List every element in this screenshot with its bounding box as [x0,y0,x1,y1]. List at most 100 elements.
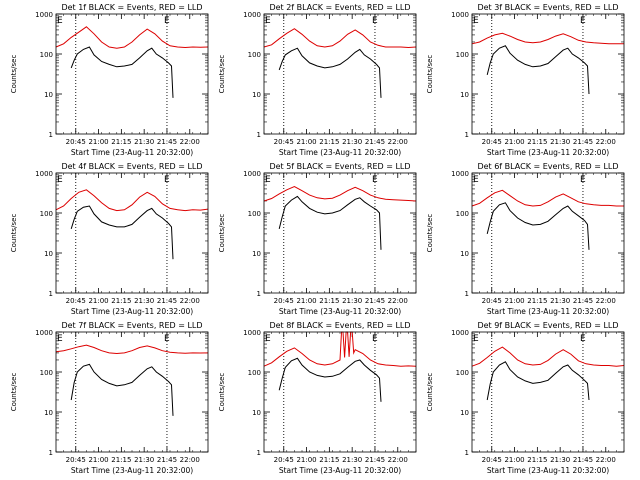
event-label-start: E [265,16,271,26]
x-tick-label: 20:45 [482,456,502,464]
y-axis-label: Counts/sec [426,373,434,412]
y-tick-label: 100 [40,369,53,377]
y-tick-label: 1 [49,131,53,139]
event-label-start: E [57,175,63,185]
x-tick-label: 21:30 [134,297,154,305]
chart-title: Det 7f BLACK = Events, RED = LLD [61,321,202,330]
x-tick-label: 21:15 [527,297,547,305]
event-label-start: E [473,16,479,26]
y-tick-label: 1000 [35,329,53,337]
chart-panel-7: Det 7f BLACK = Events, RED = LLD Counts/s… [10,321,209,475]
x-tick-label: 20:45 [66,297,86,305]
chart-panel-5: Det 5f BLACK = Events, RED = LLD Counts/s… [218,162,417,316]
y-axis-label: Counts/sec [218,55,226,94]
chart-title: Det 1f BLACK = Events, RED = LLD [61,3,202,12]
y-tick-label: 1 [257,131,261,139]
y-tick-label: 1 [49,290,53,298]
x-tick-label: 21:15 [111,456,131,464]
x-tick-label: 21:00 [296,138,316,146]
y-axis-label: Counts/sec [426,214,434,253]
x-tick-label: 20:45 [274,456,294,464]
events-series-line [278,47,382,98]
x-tick-label: 21:00 [504,297,524,305]
y-tick-label: 1000 [35,170,53,178]
y-axis-label: Counts/sec [10,373,18,412]
x-tick-label: 21:45 [157,138,177,146]
chart-panel-8: Det 8f BLACK = Events, RED = LLD Counts/s… [218,321,417,475]
y-tick-label: 1000 [35,11,53,19]
chart-panel-2: Det 2f BLACK = Events, RED = LLD Counts/s… [218,3,417,157]
y-tick-label: 1 [49,449,53,457]
plot-frame [263,13,417,135]
x-tick-label: 21:15 [111,138,131,146]
x-axis-label: Start Time (23-Aug-11 20:32:00) [487,307,609,316]
y-tick-label: 10 [460,91,469,99]
event-label-start: E [57,16,63,26]
plot-frame [55,13,209,135]
events-series-line [486,202,590,250]
x-tick-label: 21:15 [319,297,339,305]
x-tick-label: 21:30 [134,138,154,146]
y-tick-label: 10 [252,409,261,417]
x-tick-label: 21:00 [504,138,524,146]
x-tick-label: 22:00 [388,456,408,464]
y-tick-label: 100 [40,51,53,59]
event-label-start: E [57,334,63,344]
x-tick-label: 21:15 [111,297,131,305]
lld-series-line [471,189,624,207]
x-tick-label: 21:30 [342,297,362,305]
lld-series-line [471,346,625,367]
x-tick-label: 22:00 [388,138,408,146]
plot-frame [263,172,417,294]
x-tick-label: 21:45 [365,138,385,146]
lld-series-line [55,189,209,212]
event-label-start: E [265,334,271,344]
events-series-line [278,195,382,250]
event-label-end: E [372,334,378,344]
x-axis-label: Start Time (23-Aug-11 20:32:00) [71,466,193,475]
y-tick-label: 10 [460,250,469,258]
chart-title: Det 5f BLACK = Events, RED = LLD [269,162,410,171]
plot-frame [471,331,625,453]
y-tick-label: 10 [252,91,261,99]
event-label-end: E [372,16,378,26]
x-tick-label: 21:00 [504,456,524,464]
x-tick-label: 21:45 [573,297,593,305]
y-tick-label: 1 [465,131,469,139]
x-axis-label: Start Time (23-Aug-11 20:32:00) [279,307,401,316]
y-tick-label: 1000 [451,170,469,178]
event-label-start: E [265,175,271,185]
y-tick-label: 100 [456,369,469,377]
y-tick-label: 1 [257,449,261,457]
x-tick-label: 21:00 [296,297,316,305]
y-tick-label: 100 [456,51,469,59]
x-tick-label: 21:45 [365,456,385,464]
y-tick-label: 1 [465,290,469,298]
x-tick-label: 21:45 [157,456,177,464]
x-tick-label: 21:00 [88,297,108,305]
x-axis-label: Start Time (23-Aug-11 20:32:00) [71,148,193,157]
x-axis-label: Start Time (23-Aug-11 20:32:00) [71,307,193,316]
event-label-end: E [164,175,170,185]
y-tick-label: 100 [40,210,53,218]
y-tick-label: 1 [465,449,469,457]
chart-title: Det 6f BLACK = Events, RED = LLD [477,162,618,171]
event-label-start: E [473,334,479,344]
x-tick-label: 21:30 [550,138,570,146]
x-tick-label: 21:30 [342,456,362,464]
chart-panel-4: Det 4f BLACK = Events, RED = LLD Counts/s… [10,162,209,316]
x-tick-label: 21:15 [319,456,339,464]
event-label-end: E [580,175,586,185]
x-tick-label: 20:45 [482,297,502,305]
chart-title: Det 4f BLACK = Events, RED = LLD [61,162,202,171]
lld-series-line [471,32,624,45]
lld-series-line [263,185,417,202]
lld-series-line [55,26,209,49]
x-tick-label: 21:45 [573,456,593,464]
plot-frame [471,172,625,294]
y-axis-label: Counts/sec [10,55,18,94]
x-tick-label: 21:30 [342,138,362,146]
chart-title: Det 3f BLACK = Events, RED = LLD [477,3,618,12]
x-tick-label: 21:30 [550,297,570,305]
x-axis-label: Start Time (23-Aug-11 20:32:00) [279,148,401,157]
